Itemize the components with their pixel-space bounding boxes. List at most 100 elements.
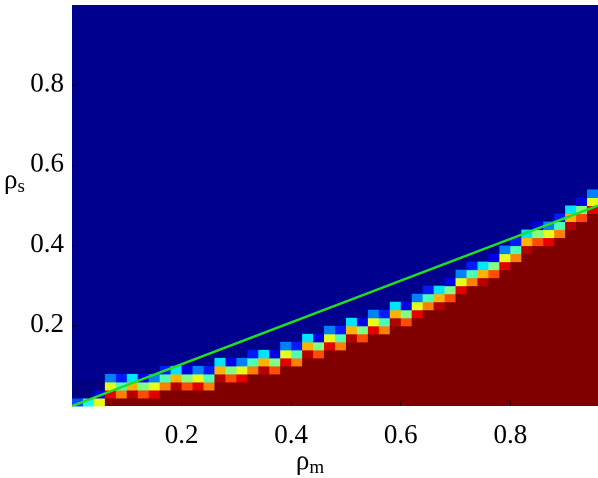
- heat-cell: [576, 197, 588, 206]
- x-label-base: ρ: [296, 445, 309, 475]
- heat-cell: [433, 285, 446, 295]
- heat-cell: [466, 269, 478, 279]
- heat-cell: [488, 269, 500, 279]
- heat-cell: [433, 301, 446, 311]
- heat-cell: [532, 221, 544, 231]
- heat-cell: [302, 349, 314, 359]
- heat-cell: [214, 373, 226, 383]
- heat-cell: [455, 285, 467, 295]
- high-region: [203, 389, 215, 406]
- heat-cell: [313, 349, 325, 359]
- high-region: [335, 349, 347, 406]
- heat-cell: [477, 277, 489, 287]
- heat-cell: [82, 397, 95, 407]
- high-region: [587, 213, 598, 406]
- heat-cell: [532, 237, 544, 247]
- heat-cell: [532, 229, 544, 239]
- heat-cell: [367, 325, 380, 335]
- heat-cell: [521, 237, 533, 247]
- y-label-base: ρ: [4, 164, 17, 194]
- heat-cell: [422, 293, 435, 303]
- high-region: [302, 357, 314, 406]
- high-region: [411, 317, 424, 406]
- heat-cell: [345, 325, 358, 335]
- high-region: [400, 325, 413, 406]
- heat-cell: [510, 245, 522, 255]
- heat-cell: [236, 357, 248, 367]
- high-region: [291, 365, 303, 406]
- heat-cell: [324, 325, 336, 335]
- heat-cell: [587, 189, 598, 198]
- heat-cell: [554, 229, 566, 239]
- heat-cell: [335, 325, 347, 335]
- high-region: [444, 301, 457, 406]
- heat-cell: [477, 269, 489, 279]
- heat-cell: [466, 277, 478, 287]
- heat-cell: [422, 285, 435, 295]
- heat-cell: [587, 197, 598, 206]
- heat-cell: [499, 253, 511, 263]
- heat-cell: [302, 341, 314, 351]
- heat-cell: [126, 373, 139, 383]
- y-axis-label: ρs: [4, 164, 25, 197]
- heat-cell: [247, 349, 259, 359]
- heat-cell: [356, 325, 369, 335]
- heat-cell: [543, 237, 555, 247]
- heat-cell: [356, 333, 369, 343]
- heat-cell: [565, 221, 577, 231]
- heat-cell: [367, 317, 380, 327]
- heat-cell: [378, 309, 391, 319]
- heat-cell: [137, 381, 150, 391]
- high-region: [324, 349, 336, 406]
- heat-cell: [510, 237, 522, 247]
- heat-cell: [192, 373, 204, 383]
- heat-cell: [389, 309, 402, 319]
- high-region: [389, 325, 402, 406]
- high-region: [378, 333, 391, 406]
- heat-cell: [258, 357, 270, 367]
- high-region: [214, 381, 226, 406]
- heat-cell: [345, 317, 358, 327]
- high-region: [192, 389, 204, 406]
- heat-cell: [411, 301, 424, 311]
- heat-cell: [269, 365, 281, 375]
- heat-cell: [280, 357, 292, 367]
- x-label-sub: m: [309, 457, 324, 478]
- y-tick-label: 0.2: [30, 308, 64, 338]
- heat-cell: [576, 205, 588, 215]
- heat-cell: [192, 381, 204, 391]
- high-region: [148, 397, 161, 406]
- heat-cell: [499, 245, 511, 255]
- heat-cell: [170, 381, 183, 391]
- heat-cell: [499, 261, 511, 271]
- heat-cell: [389, 317, 402, 327]
- heat-cell: [335, 333, 347, 343]
- high-region: [565, 229, 577, 406]
- heat-cell: [554, 213, 566, 223]
- heat-cell: [214, 365, 226, 375]
- heat-cell: [543, 229, 555, 239]
- heat-cell: [137, 389, 150, 399]
- high-region: [225, 381, 237, 406]
- x-axis-label: ρm: [296, 445, 324, 478]
- heat-cell: [400, 309, 413, 319]
- high-region: [170, 389, 183, 406]
- heat-cell: [477, 261, 489, 271]
- heat-cell: [225, 365, 237, 375]
- heat-cell: [203, 381, 215, 391]
- high-region: [258, 373, 270, 406]
- heat-cell: [126, 381, 139, 391]
- heat-cell: [280, 341, 292, 351]
- heat-cell: [411, 309, 424, 319]
- heat-cell: [247, 357, 259, 367]
- heat-cell: [72, 397, 84, 407]
- heat-cell: [576, 213, 588, 223]
- high-region: [576, 221, 588, 406]
- high-region: [247, 373, 259, 406]
- heat-cell: [203, 373, 215, 383]
- high-region: [159, 389, 172, 406]
- high-region: [510, 261, 522, 406]
- high-region: [433, 309, 446, 406]
- heat-cell: [543, 221, 555, 231]
- heat-cell: [400, 317, 413, 327]
